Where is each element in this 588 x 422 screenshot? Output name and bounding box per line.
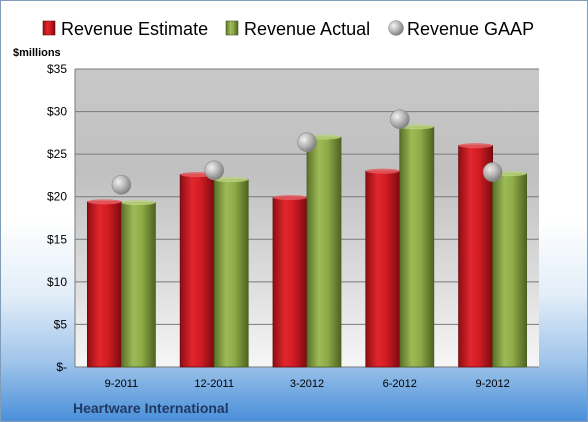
company-name: Heartware International [73,400,229,416]
bar-body [365,170,401,368]
y-tick-label: $30 [47,105,67,119]
x-axis-ticks: 9-2011 12-2011 3-2012 6-2012 9-2012 [105,378,510,390]
legend-item: Revenue Actual [225,19,370,39]
bar-top [273,195,307,201]
bar-revenue-estimate [179,172,215,368]
x-tick-label: 9-2012 [475,378,509,390]
bar-revenue-actual [492,171,528,368]
y-tick-label: $15 [47,232,67,246]
y-tick-label: $35 [47,62,67,76]
gaap-marker [482,162,503,182]
y-unit-label: $millions [13,47,61,59]
bar-revenue-estimate [87,199,122,368]
bar-revenue-actual [121,200,156,368]
legend-swatch [225,20,239,36]
gaap-marker [389,109,410,130]
bar-revenue-actual [399,124,435,368]
gaap-marker [204,160,224,181]
bar-body [399,126,435,368]
bar-body [306,136,342,368]
x-tick-label: 6-2012 [383,378,417,390]
x-tick-label: 12-2011 [194,378,234,390]
bar-body [121,202,156,368]
gaap-marker [111,174,132,195]
bar-top [365,168,400,174]
bar-body [458,145,494,368]
y-tick-label: $- [56,360,67,374]
bars [87,124,528,368]
bar-revenue-actual [306,134,342,368]
legend: Revenue Estimate Revenue Actual Revenue GA… [42,19,534,39]
bar-top [399,124,434,130]
bar-top [87,199,122,205]
bar-revenue-estimate [458,143,494,368]
legend-item: Revenue GAAP [388,19,534,39]
bar-body [87,201,122,368]
bar-revenue-estimate [272,195,308,368]
bar-body [272,197,308,368]
y-axis-ticks: $- $5 $10 $15 $20 $25 $30 $35 [47,62,67,374]
bar-top [121,200,156,206]
y-tick-label: $10 [47,275,67,289]
bar-revenue-actual [213,177,249,368]
legend-item: Revenue Estimate [42,19,208,39]
x-tick-label: 9-2011 [105,378,138,390]
legend-swatch [42,20,56,36]
y-tick-label: $5 [54,317,68,331]
y-tick-label: $20 [47,190,67,204]
x-tick-label: 3-2012 [290,378,324,390]
legend-label: Revenue Estimate [61,19,208,39]
gaap-marker [297,132,317,153]
bar-body [179,174,215,368]
legend-label: Revenue GAAP [407,19,534,39]
bar-revenue-estimate [365,168,401,368]
gaap-markers [111,109,503,195]
y-tick-label: $25 [47,147,67,161]
legend-label: Revenue Actual [244,19,370,39]
bar-top [214,177,249,183]
bar-top [458,143,493,149]
legend-swatch [388,20,404,36]
bar-body [492,173,528,368]
bar-body [213,179,249,368]
